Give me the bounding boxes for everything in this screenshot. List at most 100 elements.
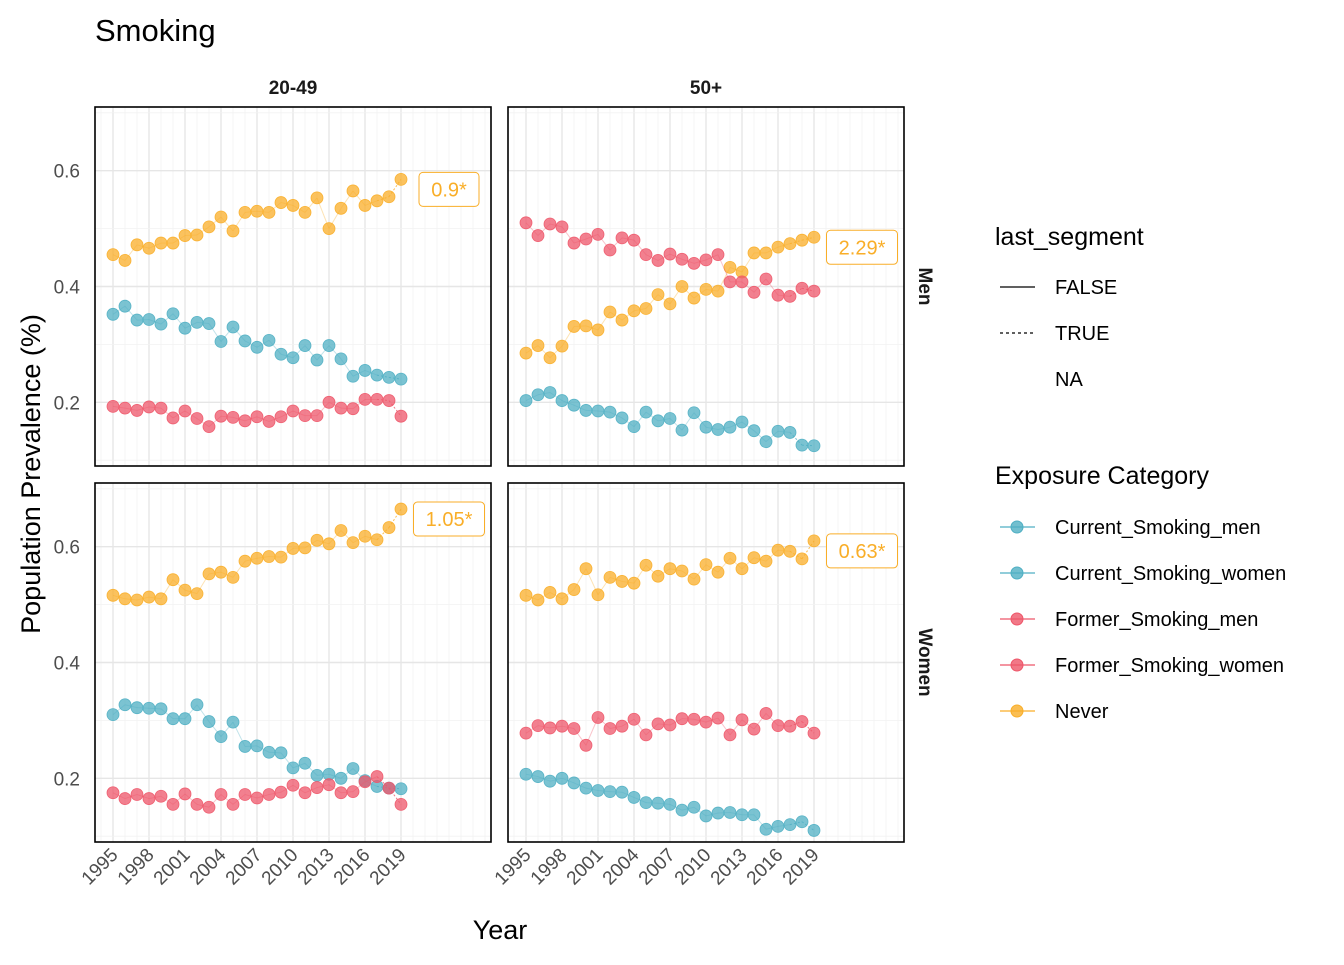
data-point [663, 412, 677, 425]
legend-title: last_segment [995, 223, 1144, 251]
data-point [627, 420, 641, 434]
data-point [579, 404, 593, 417]
data-point [166, 307, 180, 321]
data-point [202, 567, 216, 581]
data-point [543, 351, 557, 365]
data-point [567, 236, 581, 250]
legend-color-key-point [1010, 566, 1024, 580]
legend-item-label: Current_Smoking_women [1055, 563, 1286, 585]
data-point [807, 824, 821, 837]
data-point [651, 796, 665, 810]
data-point [675, 252, 689, 266]
legend-title: Exposure Category [995, 462, 1210, 490]
y-tick-label: 0.4 [54, 654, 81, 675]
data-point [639, 302, 653, 315]
data-point [579, 232, 593, 246]
data-point [639, 248, 653, 262]
data-point [783, 426, 797, 439]
data-point [286, 542, 300, 555]
data-point [687, 256, 701, 270]
data-point [555, 339, 569, 353]
data-point [675, 423, 689, 437]
data-point [166, 573, 180, 587]
data-point [286, 351, 300, 365]
data-point [358, 393, 372, 406]
data-point [190, 698, 204, 712]
data-point [783, 237, 797, 251]
data-point [370, 393, 384, 406]
data-point [579, 781, 593, 795]
data-point [795, 438, 809, 452]
data-point [166, 797, 180, 811]
x-tick-label: 2010 [671, 845, 716, 890]
data-point [238, 788, 252, 801]
annotation-label: 2.29* [839, 237, 886, 259]
data-point [274, 550, 288, 564]
data-point [310, 769, 324, 782]
data-point [747, 551, 761, 565]
data-point [166, 411, 180, 425]
data-point [178, 787, 192, 801]
data-point [358, 529, 372, 543]
series-line-last-segment [376, 527, 390, 541]
x-tick-label: 1998 [114, 845, 159, 890]
data-point [346, 762, 360, 775]
data-point [190, 412, 204, 425]
data-point [166, 236, 180, 250]
legend-item-label: Former_Smoking_men [1055, 609, 1258, 631]
data-point [118, 299, 132, 313]
data-point [142, 241, 156, 255]
data-point [615, 313, 629, 327]
data-point [795, 233, 809, 247]
data-point [298, 786, 312, 800]
data-point [226, 570, 240, 584]
data-point [519, 767, 533, 781]
data-point [142, 792, 156, 805]
data-point [178, 404, 192, 418]
data-point [747, 722, 761, 736]
data-point [603, 305, 617, 319]
data-point [555, 394, 569, 407]
data-point [747, 285, 761, 299]
data-point [250, 410, 264, 424]
data-point [250, 739, 264, 753]
data-point [807, 284, 821, 298]
data-point [807, 726, 821, 740]
data-point [142, 590, 156, 604]
data-point [627, 233, 641, 247]
data-point [615, 575, 629, 588]
data-point [519, 726, 533, 740]
data-point [202, 715, 216, 728]
data-point [591, 227, 605, 241]
data-point [723, 551, 737, 565]
column-facet-label: 50+ [690, 78, 722, 99]
data-point [651, 414, 665, 428]
data-point [226, 715, 240, 729]
y-tick-label: 0.4 [54, 278, 81, 299]
legend-item-label: Former_Smoking_women [1055, 655, 1284, 677]
data-point [226, 320, 240, 334]
x-tick-label: 2013 [294, 845, 339, 890]
data-point [627, 791, 641, 804]
data-point [555, 771, 569, 785]
data-point [531, 719, 545, 733]
data-point [531, 339, 545, 352]
data-point [382, 781, 396, 795]
data-point [543, 386, 557, 399]
data-point [322, 395, 336, 409]
data-point [519, 216, 533, 230]
data-point [771, 819, 785, 833]
data-point [795, 281, 809, 295]
data-point [274, 347, 288, 361]
data-point [591, 711, 605, 724]
legend-color-key-point [1010, 612, 1024, 626]
data-point [118, 401, 132, 415]
data-point [807, 534, 821, 548]
data-point [687, 800, 701, 814]
data-point [543, 721, 557, 735]
data-point [639, 796, 653, 810]
data-point [214, 409, 228, 423]
data-point [711, 565, 725, 579]
legend-item-label: FALSE [1055, 277, 1117, 299]
data-point [250, 340, 264, 354]
